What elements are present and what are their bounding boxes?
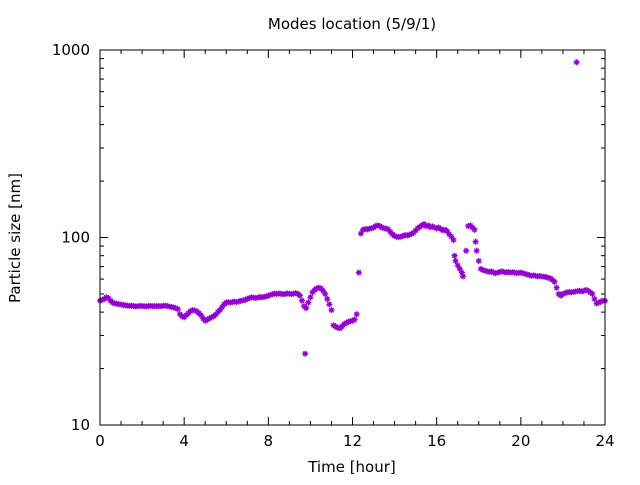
data-point xyxy=(573,59,580,66)
data-point xyxy=(451,252,458,259)
y-tick-label: 1000 xyxy=(52,41,90,59)
x-tick-label: 4 xyxy=(179,432,189,450)
data-point xyxy=(589,290,596,297)
axis-ticks: 0 4 8 12 16 20 24 10 100 1000 xyxy=(52,41,615,450)
data-point xyxy=(459,273,466,280)
data-point xyxy=(326,301,333,308)
data-point xyxy=(475,257,482,264)
data-points xyxy=(97,59,608,357)
data-point xyxy=(471,226,478,233)
data-point xyxy=(305,299,312,306)
data-point xyxy=(307,294,314,301)
data-point xyxy=(216,307,223,314)
data-point xyxy=(473,247,480,254)
data-point xyxy=(303,305,310,312)
x-axis-label: Time [hour] xyxy=(307,458,396,476)
y-tick-label: 100 xyxy=(61,229,90,247)
data-point xyxy=(355,269,362,276)
data-point xyxy=(472,238,479,245)
data-point xyxy=(296,292,303,299)
data-point xyxy=(351,316,358,323)
data-point xyxy=(591,295,598,302)
data-point xyxy=(551,278,558,285)
plot-frame xyxy=(99,49,606,426)
data-point xyxy=(324,295,331,302)
x-tick-label: 8 xyxy=(264,432,274,450)
y-axis-label: Particle size [nm] xyxy=(6,173,24,303)
data-point xyxy=(450,236,457,243)
x-tick-label: 12 xyxy=(343,432,362,450)
data-point xyxy=(299,297,305,304)
data-point xyxy=(174,306,181,313)
x-tick-label: 20 xyxy=(511,432,530,450)
data-point xyxy=(452,257,459,264)
data-point xyxy=(328,307,335,314)
y-tick-label: 10 xyxy=(71,416,90,434)
data-point xyxy=(353,311,360,318)
data-point xyxy=(463,247,470,254)
x-tick-label: 24 xyxy=(595,432,614,450)
x-tick-label: 0 xyxy=(95,432,105,450)
data-point xyxy=(322,290,329,297)
data-point xyxy=(302,350,309,357)
data-point xyxy=(553,284,560,291)
x-tick-label: 16 xyxy=(427,432,446,450)
data-point xyxy=(444,228,451,235)
chart-title: Modes location (5/9/1) xyxy=(268,15,436,33)
